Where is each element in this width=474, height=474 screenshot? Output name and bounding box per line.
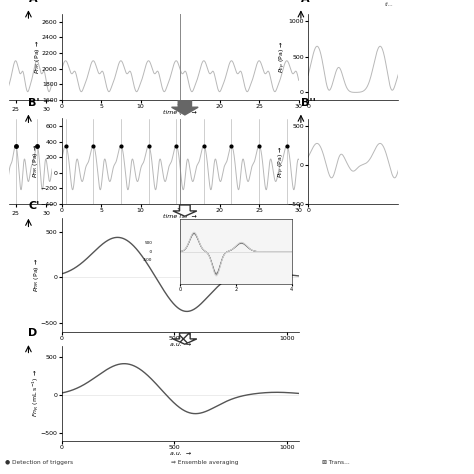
Text: B': B' bbox=[28, 98, 40, 108]
X-axis label: a.u.  →: a.u. → bbox=[170, 451, 191, 456]
FancyArrow shape bbox=[173, 205, 197, 216]
Y-axis label: $Fn_R$ (mL s$^{-1}$) →: $Fn_R$ (mL s$^{-1}$) → bbox=[30, 369, 41, 418]
X-axis label: time (s)  →: time (s) → bbox=[163, 110, 197, 115]
Text: ⊠ Trans...: ⊠ Trans... bbox=[322, 460, 350, 465]
X-axis label: a.u.  →: a.u. → bbox=[170, 342, 191, 347]
Text: B'': B'' bbox=[301, 98, 316, 108]
Text: D: D bbox=[28, 328, 38, 338]
Text: A'': A'' bbox=[301, 0, 316, 4]
Text: ● Detection of triggers: ● Detection of triggers bbox=[5, 460, 73, 465]
Text: A': A' bbox=[28, 0, 40, 4]
X-axis label: time (s)  →: time (s) → bbox=[163, 214, 197, 219]
Y-axis label: $Pn_R$ (Pa) →: $Pn_R$ (Pa) → bbox=[33, 40, 42, 74]
Text: C': C' bbox=[28, 201, 40, 211]
Text: ⇒ Ensemble averaging: ⇒ Ensemble averaging bbox=[171, 460, 238, 465]
Text: ti...: ti... bbox=[385, 2, 393, 8]
FancyArrow shape bbox=[172, 100, 198, 115]
Y-axis label: $P_{Ep}$ (Pa) →: $P_{Ep}$ (Pa) → bbox=[277, 145, 287, 178]
Y-axis label: $Pn_R$ (Pa) →: $Pn_R$ (Pa) → bbox=[31, 144, 40, 178]
Y-axis label: $P_{Ep}$ (Pa) →: $P_{Ep}$ (Pa) → bbox=[278, 40, 289, 73]
Y-axis label: $Pn_R$ (Pa) →: $Pn_R$ (Pa) → bbox=[32, 258, 41, 292]
FancyArrow shape bbox=[173, 333, 197, 344]
